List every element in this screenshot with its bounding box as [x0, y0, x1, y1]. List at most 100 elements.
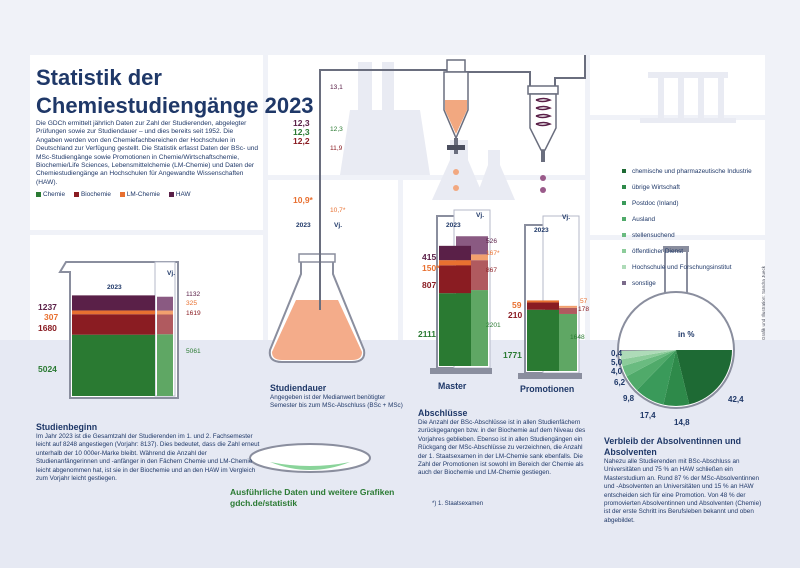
sb-2023-bar-haw-segment: [72, 295, 155, 311]
promo-2023-lm: 59: [512, 300, 522, 310]
sd-2023-haw: 12,3: [293, 118, 310, 128]
master-label: Master: [438, 381, 467, 391]
promo-prev-bar-lm-chemie-segment: [545, 305, 577, 308]
legend-item-haw: HAW: [168, 191, 191, 198]
master-prev-label: Vj.: [476, 212, 485, 219]
pie-label-2: 17,4: [640, 411, 656, 420]
sb-2023-chemie: 5024: [38, 364, 57, 374]
master-2023-bar-biochemie-segment: [439, 265, 471, 294]
pie-slice-6: [620, 350, 676, 360]
verbleib-legend-item: öffentlicher Dienst: [622, 244, 752, 260]
master-2023-biochemie: 807: [422, 280, 437, 290]
master-2023-chemie: 2111: [418, 329, 436, 339]
sb-prev-biochemie: 1619: [186, 310, 201, 317]
sb-2023-bar-chemie-segment: [72, 334, 155, 396]
details-link-url[interactable]: gdch.de/statistik: [230, 498, 298, 508]
verbleib-block: Verbleib der Absolventinnen und Absolven…: [604, 436, 762, 525]
studiendauer-flask: [268, 228, 366, 363]
condenser: [527, 85, 559, 193]
pie-slice-0: [676, 350, 732, 405]
master-prev-chemie: 2201: [486, 322, 501, 329]
pie-slice-7: [620, 350, 676, 351]
promo-year-label: 2023: [534, 227, 549, 234]
details-link-text: Ausführliche Daten und weitere Grafiken: [230, 487, 395, 497]
promo-2023-bar-lm-chemie-segment: [527, 300, 559, 303]
promo-2023-chemie: 1771: [503, 350, 522, 360]
sb-prev-lm: 325: [186, 300, 198, 307]
pie-slice-1: [663, 350, 690, 407]
promo-prev-biochemie: 178: [578, 306, 590, 313]
sd-year-label: 2023: [296, 222, 311, 229]
abschluesse-text: Die Anzahl der BSc-Abschlüsse ist in all…: [418, 419, 586, 477]
pie-label-6: 5,0: [611, 358, 623, 367]
sb-2023-lm: 307: [44, 312, 59, 322]
pie-slice-2: [636, 350, 676, 405]
sd-prev-label: Vj.: [334, 222, 343, 229]
verbleib-legend-item: Hochschule und Forschungsinstitut: [622, 260, 752, 276]
master-prev-bar-lm-chemie-segment: [456, 254, 488, 261]
sb-year-label: 2023: [107, 284, 122, 291]
sd-prev-biochemie: 11,9: [330, 145, 343, 152]
verbleib-legend-item: Ausland: [622, 212, 752, 228]
legend-item-biochemie: Biochemie: [74, 191, 111, 198]
sb-prev-bar-haw-segment: [157, 296, 173, 311]
pie-label-4: 6,2: [614, 378, 626, 387]
verbleib-legend: chemische und pharmazeutische Industrie …: [622, 164, 752, 292]
studienbeginn-text: Im Jahr 2023 ist die Gesamtzahl der Stud…: [36, 433, 260, 483]
master-prev-biochemie: 867: [486, 267, 498, 274]
sb-prev-bar-lm-chemie-segment: [157, 310, 173, 315]
studiendauer-heading: Studiendauer: [270, 383, 327, 393]
pie-label-1: 14,8: [674, 418, 690, 427]
master-2023-bar-chemie-segment: [439, 293, 471, 366]
verbleib-legend-item: Postdoc (Inland): [622, 196, 752, 212]
promo-prev-chemie: 1648: [570, 334, 585, 341]
intro-text: Die GDCh ermittelt jährlich Daten zur Za…: [36, 120, 259, 186]
master-year-label: 2023: [446, 222, 461, 229]
sd-prev-haw: 13,1: [330, 84, 343, 91]
studiendauer-block: Studiendauer Angegeben ist der Medianwer…: [270, 383, 405, 411]
sb-prev-bar-chemie-segment: [157, 334, 173, 396]
credit: Grafik und Illustration: Sandra Jueck: [761, 265, 766, 340]
sb-prev-label: Vj.: [167, 270, 176, 277]
promo-2023-bar-chemie-segment: [527, 309, 559, 371]
master-2023-bar-haw-segment: [439, 245, 471, 261]
promo-prev-bar-biochemie-segment: [545, 307, 577, 314]
separating-funnel: [443, 59, 469, 191]
promo-prev-lm: 57: [580, 298, 588, 305]
pie-slice-4: [622, 350, 676, 377]
pie-slice-5: [620, 350, 676, 367]
sb-2023-biochemie: 1680: [38, 323, 57, 333]
master-prev-lm: 167*: [486, 250, 500, 257]
verbleib-legend-item: stellensuchend: [622, 228, 752, 244]
pie-label-7: 0,4: [611, 349, 623, 358]
sd-2023-chemie: 12,3: [293, 127, 310, 137]
details-link-block: Ausführliche Daten und weitere Grafiken …: [230, 487, 394, 509]
promo-prev-label: Vj.: [562, 214, 571, 221]
verbleib-heading: Verbleib der Absolventinnen und Absolven…: [604, 436, 742, 457]
sb-2023-haw: 1237: [38, 302, 57, 312]
legend-item-lm-chemie: LM-Chemie: [119, 191, 160, 198]
sb-2023-bar-biochemie-segment: [72, 314, 155, 335]
verbleib-legend-item: übrige Wirtschaft: [622, 180, 752, 196]
sd-2023-biochemie: 12,2: [293, 136, 310, 146]
legend-item-chemie: Chemie: [36, 191, 65, 198]
verbleib-legend-item: sonstige: [622, 276, 752, 292]
sb-2023-bar-lm-chemie-segment: [72, 310, 155, 315]
background-lab-silhouettes: [340, 62, 736, 200]
page-title: Statistik der Chemiestudiengänge 2023: [36, 65, 314, 118]
studiendauer-text: Angegeben ist der Medianwert benötigter …: [270, 394, 403, 410]
pie-label-0: 42,4: [728, 395, 744, 404]
verbleib-legend-item: chemische und pharmazeutische Industrie: [622, 164, 752, 180]
master-2023-bar-lm-chemie-segment: [439, 260, 471, 266]
petri-dish: [249, 443, 371, 473]
studienbeginn-block: Studienbeginn Im Jahr 2023 ist die Gesam…: [36, 422, 264, 483]
sb-prev-haw: 1132: [186, 291, 201, 298]
abschluesse-heading: Abschlüsse: [418, 408, 468, 418]
pie-unit-label: in %: [678, 330, 695, 339]
master-prev-haw: 526: [486, 238, 498, 245]
studienbeginn-heading: Studienbeginn: [36, 422, 98, 432]
master-2023-lm: 150*: [422, 263, 440, 273]
abschluesse-block: Abschlüsse Die Anzahl der BSc-Abschlüsse…: [418, 408, 588, 478]
